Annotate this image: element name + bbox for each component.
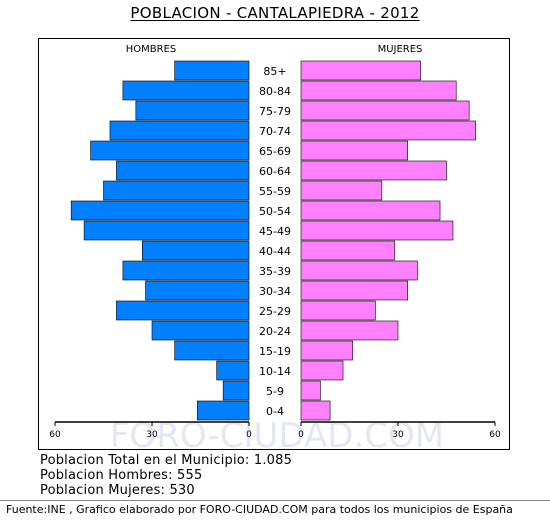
- x-tick-label: 30: [392, 430, 404, 440]
- age-label: 40-44: [259, 245, 291, 258]
- bar-hombres-70-74: [109, 120, 250, 141]
- x-tick-label: 30: [146, 430, 158, 440]
- bar-hombres-80-84: [122, 80, 250, 101]
- x-tick-label: 60: [49, 430, 61, 440]
- age-label: 25-29: [259, 305, 291, 318]
- bar-hombres-25-29: [116, 300, 250, 321]
- bar-mujeres-55-59: [300, 180, 383, 201]
- bar-mujeres-85+: [300, 60, 421, 81]
- bar-hombres-5-9: [222, 380, 250, 401]
- age-label: 20-24: [259, 325, 291, 338]
- bar-mujeres-35-39: [300, 260, 418, 281]
- bar-hombres-35-39: [122, 260, 250, 281]
- bar-hombres-85+: [174, 60, 250, 81]
- age-label: 60-64: [259, 165, 291, 178]
- info-mujeres: Poblacion Mujeres: 530: [40, 483, 195, 498]
- age-label: 75-79: [259, 105, 291, 118]
- info-hombres: Poblacion Hombres: 555: [40, 468, 203, 483]
- bar-hombres-30-34: [145, 280, 250, 301]
- bar-mujeres-40-44: [300, 240, 396, 261]
- population-pyramid: FORO-CIUDAD.COM HOMBRES MUJERES 85+80-84…: [49, 44, 501, 449]
- age-label: 80-84: [259, 85, 291, 98]
- footer-divider: [0, 500, 550, 501]
- bar-mujeres-20-24: [300, 320, 399, 341]
- bar-hombres-60-64: [116, 160, 250, 181]
- bar-hombres-20-24: [151, 320, 250, 341]
- age-label: 65-69: [259, 145, 291, 158]
- bar-mujeres-60-64: [300, 160, 447, 181]
- age-label: 55-59: [259, 185, 291, 198]
- bar-hombres-45-49: [83, 220, 250, 241]
- bar-mujeres-25-29: [300, 300, 376, 321]
- bar-hombres-65-69: [90, 140, 250, 161]
- bar-mujeres-0-4: [300, 400, 331, 421]
- bar-hombres-15-19: [174, 340, 250, 361]
- age-label: 0-4: [266, 405, 284, 418]
- bar-hombres-50-54: [70, 200, 250, 221]
- bar-hombres-10-14: [216, 360, 250, 381]
- bar-mujeres-10-14: [300, 360, 344, 381]
- x-tick-label: 0: [246, 430, 252, 440]
- age-label: 70-74: [259, 125, 291, 138]
- info-total: Poblacion Total en el Municipio: 1.085: [40, 453, 293, 468]
- age-label: 35-39: [259, 265, 291, 278]
- age-label: 5-9: [266, 385, 284, 398]
- bar-hombres-75-79: [135, 100, 250, 121]
- age-label: 30-34: [259, 285, 291, 298]
- chart-title: POBLACION - CANTALAPIEDRA - 2012: [130, 4, 420, 22]
- bar-mujeres-5-9: [300, 380, 321, 401]
- bar-hombres-0-4: [196, 400, 250, 421]
- bar-mujeres-75-79: [300, 100, 470, 121]
- bar-mujeres-30-34: [300, 280, 408, 301]
- legend-mujeres: MUJERES: [378, 44, 423, 55]
- age-label: 50-54: [259, 205, 291, 218]
- x-tick-label: 60: [489, 430, 501, 440]
- bar-mujeres-70-74: [300, 120, 476, 141]
- age-label: 15-19: [259, 345, 291, 358]
- bar-hombres-40-44: [142, 240, 250, 261]
- x-tick-label: 0: [298, 430, 304, 440]
- bar-mujeres-45-49: [300, 220, 454, 241]
- bar-mujeres-65-69: [300, 140, 408, 161]
- bar-hombres-55-59: [103, 180, 250, 201]
- legend-hombres: HOMBRES: [126, 44, 177, 55]
- chart-frame: FORO-CIUDAD.COM HOMBRES MUJERES 85+ 80-84…: [38, 38, 510, 450]
- bar-mujeres-15-19: [300, 340, 354, 361]
- age-label: 45-49: [259, 225, 291, 238]
- age-label: 10-14: [259, 365, 291, 378]
- bar-mujeres-50-54: [300, 200, 441, 221]
- source-note: Fuente:INE , Grafico elaborado por FORO-…: [6, 503, 513, 516]
- bar-mujeres-80-84: [300, 80, 457, 101]
- age-label: 85+: [263, 65, 286, 78]
